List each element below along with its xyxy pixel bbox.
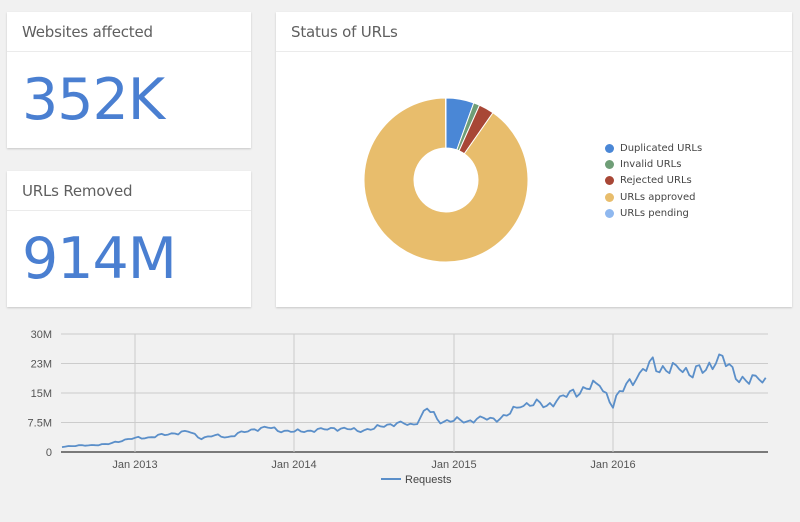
legend-item-urls-pending[interactable]: URLs pending: [605, 206, 702, 222]
urls-removed-value: 914M: [22, 226, 177, 292]
legend-dot-icon: [605, 192, 614, 202]
legend-label: Requests: [405, 474, 452, 486]
legend-label: URLs approved: [620, 191, 696, 203]
donut-slice-urls-pending[interactable]: [444, 97, 447, 149]
y-tick-label: 7.5M: [28, 418, 52, 430]
legend-label: URLs pending: [620, 208, 689, 220]
legend-dot-icon: [605, 176, 614, 186]
y-tick-label: 30M: [31, 329, 52, 341]
urls-removed-card: URLs Removed 914M: [7, 171, 251, 307]
legend-item-duplicated-urls[interactable]: Duplicated URLs: [605, 140, 702, 156]
urls-removed-title: URLs Removed: [7, 171, 251, 211]
websites-affected-card: Websites affected 352K: [7, 12, 251, 148]
status-donut-chart[interactable]: [276, 12, 792, 307]
websites-affected-value: 352K: [22, 67, 165, 133]
legend-label: Invalid URLs: [620, 159, 682, 171]
requests-line-chart[interactable]: 0 7.5M 15M 23M 30M Jan 2013 Jan 2014 Jan 2015 Ja…: [0, 318, 800, 498]
status-legend: Duplicated URLs Invalid URLs Rejected URLs…: [605, 140, 702, 222]
status-of-urls-card: Status of URLs Duplicated URLs Invalid UR…: [276, 12, 792, 307]
status-of-urls-title: Status of URLs: [276, 12, 792, 52]
x-tick-label: Jan 2015: [431, 459, 476, 471]
x-tick-label: Jan 2016: [590, 459, 635, 471]
legend-item-urls-approved[interactable]: URLs approved: [605, 189, 702, 205]
line-legend[interactable]: Requests: [381, 474, 452, 486]
legend-item-rejected-urls[interactable]: Rejected URLs: [605, 173, 702, 189]
y-tick-label: 23M: [31, 359, 52, 371]
legend-label: Duplicated URLs: [620, 142, 703, 154]
y-tick-label: 0: [46, 447, 52, 459]
donut-slice-urls-approved[interactable]: [363, 97, 529, 263]
legend-dot-icon: [605, 160, 614, 170]
legend-dot-icon: [605, 143, 614, 153]
requests-series-line[interactable]: [61, 353, 767, 448]
y-tick-label: 15M: [31, 388, 52, 400]
legend-label: Rejected URLs: [620, 175, 692, 187]
x-tick-label: Jan 2014: [271, 459, 316, 471]
websites-affected-title: Websites affected: [7, 12, 251, 52]
legend-dot-icon: [605, 209, 614, 219]
x-tick-label: Jan 2013: [112, 459, 157, 471]
legend-item-invalid-urls[interactable]: Invalid URLs: [605, 156, 702, 172]
